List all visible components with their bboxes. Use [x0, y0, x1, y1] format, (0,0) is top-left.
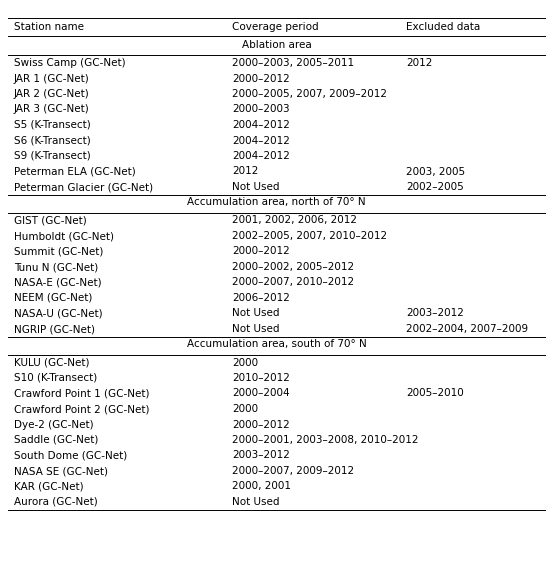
- Text: NASA SE (GC-Net): NASA SE (GC-Net): [14, 466, 108, 476]
- Text: 2003–2012: 2003–2012: [406, 308, 465, 318]
- Text: 2000: 2000: [232, 357, 258, 367]
- Text: 2002–2004, 2007–2009: 2002–2004, 2007–2009: [406, 324, 529, 334]
- Text: Excluded data: Excluded data: [406, 22, 481, 32]
- Text: Peterman ELA (GC-Net): Peterman ELA (GC-Net): [14, 166, 135, 176]
- Text: Summit (GC-Net): Summit (GC-Net): [14, 246, 103, 256]
- Text: 2006–2012: 2006–2012: [232, 293, 290, 303]
- Text: Aurora (GC-Net): Aurora (GC-Net): [14, 497, 97, 507]
- Text: S9 (K-Transect): S9 (K-Transect): [14, 151, 91, 161]
- Text: 2000–2001, 2003–2008, 2010–2012: 2000–2001, 2003–2008, 2010–2012: [232, 435, 419, 445]
- Text: Accumulation area, north of 70° N: Accumulation area, north of 70° N: [187, 197, 366, 207]
- Text: 2000–2002, 2005–2012: 2000–2002, 2005–2012: [232, 262, 354, 272]
- Text: KAR (GC-Net): KAR (GC-Net): [14, 481, 84, 492]
- Text: 2002–2005: 2002–2005: [406, 182, 464, 192]
- Text: 2000–2012: 2000–2012: [232, 74, 290, 84]
- Text: Saddle (GC-Net): Saddle (GC-Net): [14, 435, 98, 445]
- Text: Dye-2 (GC-Net): Dye-2 (GC-Net): [14, 419, 93, 429]
- Text: S5 (K-Transect): S5 (K-Transect): [14, 120, 91, 130]
- Text: NASA-U (GC-Net): NASA-U (GC-Net): [14, 308, 102, 318]
- Text: JAR 1 (GC-Net): JAR 1 (GC-Net): [14, 74, 90, 84]
- Text: 2001, 2002, 2006, 2012: 2001, 2002, 2006, 2012: [232, 215, 357, 225]
- Text: Accumulation area, south of 70° N: Accumulation area, south of 70° N: [186, 339, 367, 349]
- Text: JAR 3 (GC-Net): JAR 3 (GC-Net): [14, 105, 90, 114]
- Text: Not Used: Not Used: [232, 308, 280, 318]
- Text: 2000–2007, 2010–2012: 2000–2007, 2010–2012: [232, 277, 354, 287]
- Text: South Dome (GC-Net): South Dome (GC-Net): [14, 450, 127, 461]
- Text: 2003–2012: 2003–2012: [232, 450, 290, 461]
- Text: 2004–2012: 2004–2012: [232, 135, 290, 145]
- Text: 2000–2007, 2009–2012: 2000–2007, 2009–2012: [232, 466, 354, 476]
- Text: 2004–2012: 2004–2012: [232, 151, 290, 161]
- Text: 2010–2012: 2010–2012: [232, 373, 290, 383]
- Text: Ablation area: Ablation area: [242, 40, 311, 50]
- Text: S6 (K-Transect): S6 (K-Transect): [14, 135, 91, 145]
- Text: Crawford Point 1 (GC-Net): Crawford Point 1 (GC-Net): [14, 388, 149, 398]
- Text: 2004–2012: 2004–2012: [232, 120, 290, 130]
- Text: NGRIP (GC-Net): NGRIP (GC-Net): [14, 324, 95, 334]
- Text: Not Used: Not Used: [232, 497, 280, 507]
- Text: 2000–2003: 2000–2003: [232, 105, 290, 114]
- Text: Station name: Station name: [14, 22, 84, 32]
- Text: Tunu N (GC-Net): Tunu N (GC-Net): [14, 262, 98, 272]
- Text: 2003, 2005: 2003, 2005: [406, 166, 466, 176]
- Text: 2005–2010: 2005–2010: [406, 388, 464, 398]
- Text: 2000–2003, 2005–2011: 2000–2003, 2005–2011: [232, 58, 354, 68]
- Text: 2000: 2000: [232, 404, 258, 414]
- Text: KULU (GC-Net): KULU (GC-Net): [14, 357, 90, 367]
- Text: 2012: 2012: [406, 58, 433, 68]
- Text: Humboldt (GC-Net): Humboldt (GC-Net): [14, 231, 114, 241]
- Text: 2000, 2001: 2000, 2001: [232, 481, 291, 492]
- Text: Coverage period: Coverage period: [232, 22, 319, 32]
- Text: 2000–2004: 2000–2004: [232, 388, 290, 398]
- Text: Swiss Camp (GC-Net): Swiss Camp (GC-Net): [14, 58, 126, 68]
- Text: 2012: 2012: [232, 166, 259, 176]
- Text: GIST (GC-Net): GIST (GC-Net): [14, 215, 87, 225]
- Text: Not Used: Not Used: [232, 182, 280, 192]
- Text: Peterman Glacier (GC-Net): Peterman Glacier (GC-Net): [14, 182, 153, 192]
- Text: S10 (K-Transect): S10 (K-Transect): [14, 373, 97, 383]
- Text: 2000–2012: 2000–2012: [232, 419, 290, 429]
- Text: JAR 2 (GC-Net): JAR 2 (GC-Net): [14, 89, 90, 99]
- Text: 2002–2005, 2007, 2010–2012: 2002–2005, 2007, 2010–2012: [232, 231, 388, 241]
- Text: NASA-E (GC-Net): NASA-E (GC-Net): [14, 277, 101, 287]
- Text: 2000–2012: 2000–2012: [232, 246, 290, 256]
- Text: Crawford Point 2 (GC-Net): Crawford Point 2 (GC-Net): [14, 404, 149, 414]
- Text: 2000–2005, 2007, 2009–2012: 2000–2005, 2007, 2009–2012: [232, 89, 387, 99]
- Text: Not Used: Not Used: [232, 324, 280, 334]
- Text: NEEM (GC-Net): NEEM (GC-Net): [14, 293, 92, 303]
